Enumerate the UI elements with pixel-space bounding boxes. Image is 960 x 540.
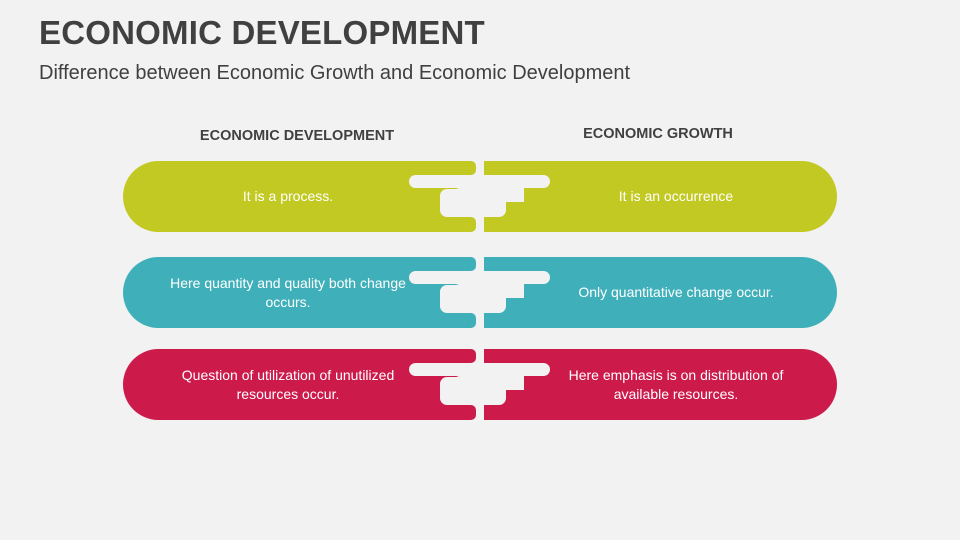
row2-right-bottom-tab [484,313,500,328]
row1-left-bottom-tab [460,217,476,232]
row2-right-text: Only quantitative change occur. [578,284,774,300]
column-header-growth: ECONOMIC GROWTH [583,126,733,142]
row3-notch-right [484,376,524,390]
row1-notch-bottom [476,217,484,233]
row3-left-top-tab [460,349,476,363]
row1-left-top-tab [460,161,476,175]
row3-right-text: Here emphasis is on distribution of avai… [568,366,784,402]
row1-notch-right [484,188,524,202]
row2-left-text: Here quantity and quality both change oc… [170,274,406,310]
page-title: ECONOMIC DEVELOPMENT [39,14,485,51]
row2-notch-top [409,271,550,284]
row2-notch-right [484,284,524,298]
row1-notch-top [409,175,550,188]
row2-notch-bottom [476,313,484,329]
row3-left-bottom-tab [460,405,476,420]
row2-left-top-tab [460,257,476,271]
page-subtitle: Difference between Economic Growth and E… [39,62,631,84]
row3-notch-bottom [476,405,484,421]
row1-right-bottom-tab [484,217,500,232]
row3-notch-top [409,363,550,376]
row1-left-text: It is a process. [242,188,334,204]
row2-left-bottom-tab [460,313,476,328]
row3-right-top-tab [484,349,500,363]
row1-right-text: It is an occurrence [618,188,734,204]
row3-right-bottom-tab [484,405,500,420]
row1-right-top-tab [484,161,500,175]
row3-left-text: Question of utilization of unutilized re… [181,366,395,402]
row2-right-top-tab [484,257,500,271]
column-header-development: ECONOMIC DEVELOPMENT [199,128,395,144]
